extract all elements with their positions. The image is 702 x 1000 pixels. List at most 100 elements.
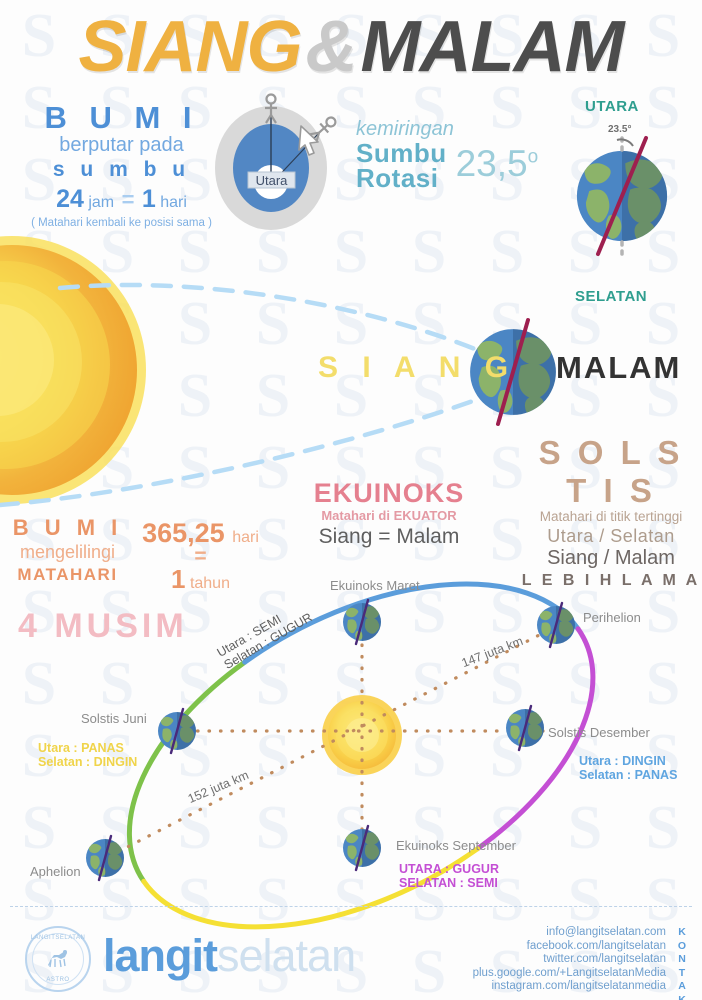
orbit-earth-solstis-desember	[506, 704, 546, 752]
kontak-letter: A	[678, 980, 686, 992]
ekuinoks-sub1: Matahari di EKUATOR	[321, 508, 457, 523]
revolution-line2: mengelilingi	[19, 542, 116, 562]
langitselatan-logo-icon: LANGITSELATAN ASTRO	[25, 926, 91, 992]
logo-centaur-glyph	[48, 950, 67, 968]
dashed-orbit-arcs	[0, 282, 495, 508]
orbit-label-solstis-desember: Solstis Desember	[548, 725, 650, 740]
label-malam: MALAM	[556, 350, 682, 385]
kontak-letter: O	[677, 939, 687, 952]
orbit-earth-perihelion	[537, 601, 577, 649]
brand-wordmark-light: selatan	[217, 930, 356, 981]
rotation-line2: berputar pada	[59, 134, 184, 156]
sun-large	[0, 236, 146, 504]
orbit-seasons-juni: Utara : PANAS Selatan : DINGIN	[38, 741, 137, 769]
solstis-block: S O L S T I S Matahari di titik tertingg…	[520, 434, 702, 590]
contact-line[interactable]: plus.google.com/+LangitselatanMedia	[472, 966, 666, 979]
solstis-sub3: Siang / Malam	[547, 547, 675, 569]
orbit-arc-season-label: Utara : SEMI Selatan : GUGUR	[215, 598, 315, 672]
kontak-letter: K	[678, 993, 686, 1000]
rotation-text-block: B U M I berputar pada s u m b u 24 jam =…	[14, 100, 229, 229]
orbit-seasons-desember: Utara : DINGIN Selatan : PANAS	[579, 754, 677, 782]
earth-south-label: SELATAN	[575, 288, 648, 305]
kontak-letter: K	[678, 926, 686, 938]
revolution-days-unit: hari	[232, 529, 259, 546]
spinning-top-illustration	[215, 93, 337, 230]
ekuinoks-sub2: Siang = Malam	[318, 525, 460, 548]
contact-line[interactable]: info@langitselatan.com	[546, 926, 666, 938]
tilt-text-block: kemiringan Sumbu Rotasi 23,5o	[356, 118, 566, 192]
rotation-days-unit: hari	[160, 194, 187, 211]
tilt-line2: Sumbu	[356, 138, 447, 168]
tilt-line1: kemiringan	[356, 118, 454, 140]
page-title: SIANG&MALAM	[0, 6, 702, 88]
rotation-hours-value: 24	[56, 185, 84, 213]
orbit-seasons-september: UTARA : GUGUR SELATAN : SEMI	[399, 862, 499, 890]
day-night-earth	[470, 318, 560, 426]
revolution-line3: MATAHARI	[17, 565, 118, 584]
rotation-line3: s u m b u	[52, 158, 191, 181]
revolution-equation: 365,25 hari = 1 tahun	[128, 518, 273, 595]
logo-ring-top-text: LANGITSELATAN	[30, 935, 86, 941]
kontak-letter: N	[678, 953, 686, 965]
revolution-years-value: 1	[171, 564, 186, 594]
contact-line[interactable]: instagram.com/langitselatanmedia	[491, 980, 666, 992]
orbit-distance-perihelion: 147 juta km	[459, 633, 525, 671]
title-word-malam: MALAM	[360, 7, 625, 87]
orbit-label-aphelion: Aphelion	[30, 864, 81, 879]
contact-line[interactable]: facebook.com/langitselatan	[526, 939, 666, 952]
logo-ring-bottom-text: ASTRO	[46, 977, 70, 983]
orbit-seasons-desember-south: Selatan : PANAS	[579, 768, 678, 782]
solstis-sub1: Matahari di titik tertinggi	[539, 509, 683, 524]
title-word-siang: SIANG	[78, 7, 303, 87]
rotation-days-value: 1	[141, 185, 156, 213]
orbit-seasons-september-south: SELATAN : SEMI	[399, 876, 498, 890]
rotation-title: B U M I	[44, 100, 199, 135]
revolution-years: 1 tahun	[128, 564, 273, 595]
tilt-line3: Rotasi	[356, 163, 439, 194]
brand-wordmark-bold: langit	[103, 930, 218, 981]
orbit-earth-ekuinoks-september	[343, 824, 383, 872]
tilt-angle-label: 23.5°	[608, 124, 632, 135]
rotation-equals: =	[121, 187, 135, 212]
footer: LANGITSELATAN ASTRO langitselatan info@l…	[0, 912, 702, 1000]
orbit-seasons-juni-south: Selatan : DINGIN	[38, 755, 138, 769]
top-utara-label: Utara	[255, 173, 288, 188]
orbit-diagram	[73, 581, 596, 930]
orbit-earth-ekuinoks-maret	[343, 598, 383, 646]
orbit-earth-aphelion	[86, 834, 126, 882]
solstis-sub2: Utara / Selatan	[547, 526, 675, 546]
tilt-degree-symbol: o	[527, 147, 539, 169]
ekuinoks-title: EKUINOKS	[313, 478, 465, 508]
earth-north-label: UTARA	[585, 98, 639, 115]
seasons-title: 4 MUSIM	[18, 607, 188, 645]
footer-divider	[10, 906, 692, 907]
orbit-label-ekuinoks-maret: Ekuinoks Maret	[330, 578, 420, 593]
sun-small	[322, 695, 402, 775]
orbit-seasons-juni-north: Utara : PANAS	[38, 741, 124, 755]
orbit-label-ekuinoks-september: Ekuinoks September	[396, 838, 516, 853]
brand-wordmark: langitselatan	[103, 930, 356, 982]
tilt-value-number: 23,5	[455, 143, 528, 185]
orbit-label-solstis-juni: Solstis Juni	[81, 711, 147, 726]
solstis-title: S O L S T I S	[538, 434, 684, 509]
revolution-days-value: 365,25	[142, 518, 225, 548]
revolution-title: B U M I	[12, 515, 123, 540]
title-ampersand: &	[305, 7, 358, 87]
rotation-hours-unit: jam	[88, 194, 115, 211]
revolution-years-unit: tahun	[189, 575, 230, 592]
tilt-value: 23,5o	[456, 143, 539, 185]
revolution-days: 365,25 hari	[128, 518, 273, 549]
orbit-earth-solstis-juni	[158, 707, 198, 755]
rotation-equation: 24 jam = 1 hari	[14, 185, 229, 214]
kontak-letter: T	[678, 966, 686, 979]
contact-line[interactable]: twitter.com/langitselatan	[543, 953, 666, 965]
rotation-note: ( Matahari kembali ke posisi sama )	[31, 217, 212, 229]
contact-list: info@langitselatan.com facebook.com/langi…	[473, 926, 666, 994]
orbit-seasons-desember-north: Utara : DINGIN	[579, 754, 666, 768]
revolution-text-block: B U M I mengelilingi MATAHARI	[10, 515, 125, 585]
solstis-sub4: L E B I H L A M A	[521, 572, 701, 589]
orbit-seasons-september-north: UTARA : GUGUR	[399, 862, 499, 876]
